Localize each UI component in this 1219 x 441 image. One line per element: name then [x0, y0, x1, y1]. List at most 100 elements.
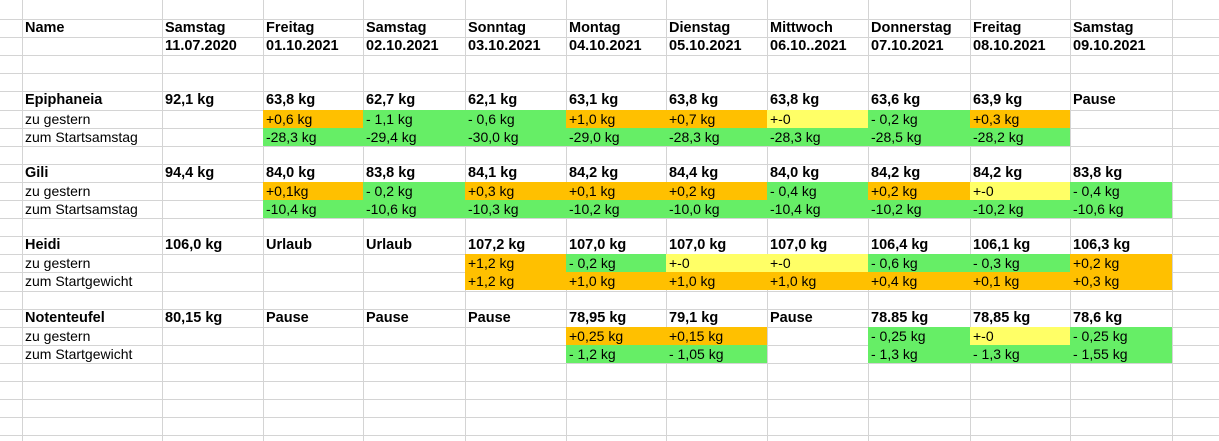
weight-cell[interactable]: 79,1 kg [669, 310, 719, 326]
header-date-cell[interactable]: 08.10.2021 [973, 38, 1046, 54]
header-day-cell[interactable]: Dienstag [669, 20, 731, 36]
diff-start-cell[interactable]: +1,0 kg [666, 272, 767, 290]
header-date-cell[interactable]: 06.10..2021 [770, 38, 847, 54]
weight-cell[interactable]: 84,0 kg [266, 165, 316, 181]
weight-cell[interactable]: 84,2 kg [871, 165, 921, 181]
person-name-cell[interactable]: Heidi [25, 237, 61, 253]
diff-start-cell[interactable]: -28,3 kg [666, 128, 767, 146]
weight-cell[interactable]: 83,8 kg [366, 165, 416, 181]
person-name-cell[interactable]: Epiphaneia [25, 92, 103, 108]
diff-yesterday-cell[interactable]: +0,1kg [263, 182, 363, 200]
row-label-cell[interactable]: zu gestern [25, 183, 91, 199]
diff-start-cell[interactable]: -10,6 kg [363, 200, 465, 218]
diff-yesterday-cell[interactable]: - 0,2 kg [566, 254, 666, 272]
diff-start-cell[interactable]: - 1,3 kg [868, 345, 970, 363]
diff-yesterday-cell[interactable]: +0,2 kg [868, 182, 970, 200]
diff-yesterday-cell[interactable]: +0,3 kg [970, 110, 1070, 128]
row-label-cell[interactable]: zu gestern [25, 111, 91, 127]
diff-yesterday-cell[interactable]: +0,1 kg [566, 182, 666, 200]
diff-yesterday-cell[interactable] [363, 327, 465, 345]
weight-cell[interactable]: 84,2 kg [569, 165, 619, 181]
weight-cell[interactable]: 63,6 kg [871, 92, 921, 108]
diff-yesterday-cell[interactable]: - 0,3 kg [970, 254, 1070, 272]
diff-start-cell[interactable]: -29,0 kg [566, 128, 666, 146]
weight-cell[interactable]: 106,3 kg [1073, 237, 1131, 253]
weight-cell[interactable]: 107,0 kg [569, 237, 627, 253]
diff-start-cell[interactable] [465, 345, 566, 363]
diff-start-cell[interactable]: -10,2 kg [970, 200, 1070, 218]
weight-cell[interactable]: Urlaub [266, 237, 312, 253]
diff-yesterday-cell[interactable]: - 0,25 kg [868, 327, 970, 345]
weight-cell[interactable]: 78,85 kg [973, 310, 1031, 326]
weight-cell[interactable]: Pause [770, 310, 813, 326]
diff-start-cell[interactable]: -30,0 kg [465, 128, 566, 146]
diff-yesterday-cell[interactable]: +0,7 kg [666, 110, 767, 128]
weight-cell[interactable]: 62,1 kg [468, 92, 518, 108]
header-day-cell[interactable]: Montag [569, 20, 621, 36]
header-day-cell[interactable]: Mittwoch [770, 20, 833, 36]
weight-cell[interactable]: 84,2 kg [973, 165, 1023, 181]
diff-start-cell[interactable]: -10,2 kg [868, 200, 970, 218]
diff-start-cell[interactable]: -10,4 kg [767, 200, 868, 218]
diff-yesterday-cell[interactable]: - 0,6 kg [868, 254, 970, 272]
diff-start-cell[interactable] [162, 345, 263, 363]
diff-yesterday-cell[interactable]: - 0,2 kg [363, 182, 465, 200]
diff-yesterday-cell[interactable]: +1,2 kg [465, 254, 566, 272]
weight-cell[interactable]: Pause [468, 310, 511, 326]
weight-cell[interactable]: 84,1 kg [468, 165, 518, 181]
weight-cell[interactable]: 106,0 kg [165, 237, 223, 253]
row-label-cell[interactable]: zum Startgewicht [25, 346, 133, 362]
diff-yesterday-cell[interactable]: - 0,2 kg [868, 110, 970, 128]
row-label-cell[interactable]: zum Startgewicht [25, 273, 133, 289]
diff-yesterday-cell[interactable]: +-0 [970, 327, 1070, 345]
diff-start-cell[interactable]: -10,2 kg [566, 200, 666, 218]
diff-yesterday-cell[interactable]: +-0 [666, 254, 767, 272]
diff-yesterday-cell[interactable]: - 0,4 kg [767, 182, 868, 200]
weight-cell[interactable]: 78,95 kg [569, 310, 627, 326]
diff-yesterday-cell[interactable] [162, 254, 263, 272]
weight-cell[interactable]: 63,8 kg [669, 92, 719, 108]
diff-start-cell[interactable] [263, 345, 363, 363]
weight-cell[interactable]: 92,1 kg [165, 92, 215, 108]
diff-yesterday-cell[interactable]: +0,2 kg [1070, 254, 1172, 272]
weight-cell[interactable]: 107,2 kg [468, 237, 526, 253]
diff-start-cell[interactable]: - 1,3 kg [970, 345, 1070, 363]
diff-start-cell[interactable] [767, 345, 868, 363]
diff-yesterday-cell[interactable]: - 0,25 kg [1070, 327, 1172, 345]
diff-yesterday-cell[interactable]: - 0,4 kg [1070, 182, 1172, 200]
diff-start-cell[interactable]: - 1,55 kg [1070, 345, 1172, 363]
diff-yesterday-cell[interactable] [263, 327, 363, 345]
weight-cell[interactable]: 78,6 kg [1073, 310, 1123, 326]
weight-cell[interactable]: Pause [1073, 92, 1116, 108]
weight-cell[interactable]: Urlaub [366, 237, 412, 253]
diff-start-cell[interactable]: -10,3 kg [465, 200, 566, 218]
weight-cell[interactable]: 84,0 kg [770, 165, 820, 181]
diff-yesterday-cell[interactable] [263, 254, 363, 272]
diff-yesterday-cell[interactable]: +-0 [767, 110, 868, 128]
weight-cell[interactable]: 80,15 kg [165, 310, 223, 326]
person-name-cell[interactable]: Gili [25, 165, 49, 181]
diff-start-cell[interactable]: +1,0 kg [767, 272, 868, 290]
header-date-cell[interactable]: 11.07.2020 [165, 38, 237, 54]
header-date-cell[interactable]: 05.10.2021 [669, 38, 742, 54]
header-name-cell[interactable]: Name [25, 20, 65, 36]
header-date-cell[interactable]: 07.10.2021 [871, 38, 944, 54]
row-label-cell[interactable]: zu gestern [25, 255, 91, 271]
header-date-cell[interactable]: 01.10.2021 [266, 38, 339, 54]
diff-start-cell[interactable]: -10,6 kg [1070, 200, 1172, 218]
diff-start-cell[interactable] [162, 200, 263, 218]
diff-yesterday-cell[interactable]: - 1,1 kg [363, 110, 465, 128]
weight-cell[interactable]: 107,0 kg [770, 237, 828, 253]
weight-cell[interactable]: 84,4 kg [669, 165, 719, 181]
diff-start-cell[interactable] [263, 272, 363, 290]
weight-cell[interactable]: 63,9 kg [973, 92, 1023, 108]
diff-yesterday-cell[interactable] [162, 182, 263, 200]
diff-yesterday-cell[interactable]: - 0,6 kg [465, 110, 566, 128]
diff-yesterday-cell[interactable] [162, 327, 263, 345]
header-day-cell[interactable]: Samstag [366, 20, 427, 36]
row-label-cell[interactable]: zu gestern [25, 328, 91, 344]
weight-cell[interactable]: 78.85 kg [871, 310, 929, 326]
diff-start-cell[interactable]: -28,3 kg [263, 128, 363, 146]
diff-start-cell[interactable]: +0,3 kg [1070, 272, 1172, 290]
diff-start-cell[interactable]: +0,4 kg [868, 272, 970, 290]
